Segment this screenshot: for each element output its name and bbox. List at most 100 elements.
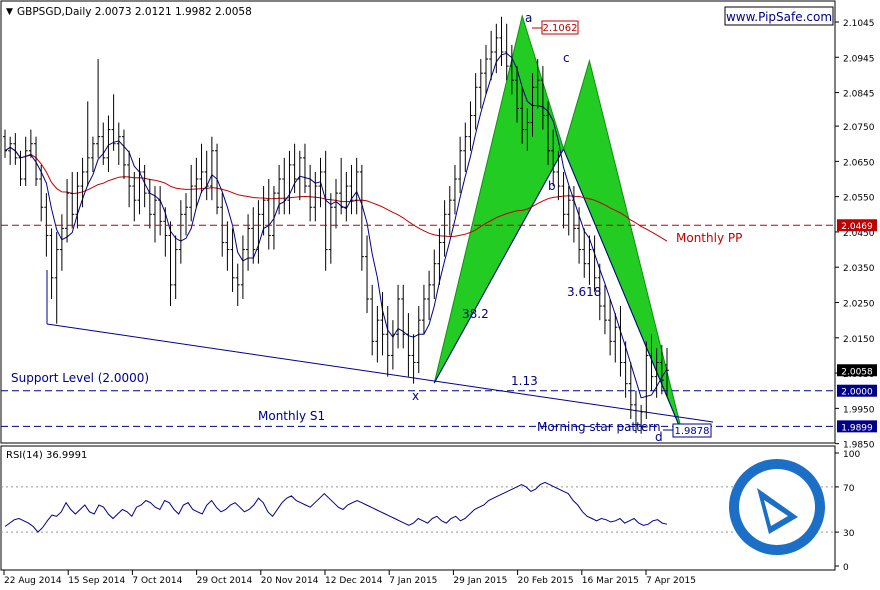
price-bar: [437, 228, 442, 285]
price-bar: [473, 73, 478, 130]
price-bar: [546, 101, 551, 165]
price-bar: [613, 313, 618, 363]
time-tick-label: 7 Jan 2015: [389, 576, 437, 586]
price-bar: [339, 157, 344, 215]
price-bar: [489, 30, 494, 81]
price-bar: [230, 228, 235, 292]
lower-trendline: [46, 323, 714, 423]
ratio-38-2: 38.2: [462, 307, 489, 321]
price-bar: [189, 164, 194, 222]
price-bar: [556, 150, 561, 201]
price-tick-label: 2.0750: [843, 123, 875, 133]
price-bar: [132, 171, 137, 222]
price-bar: [178, 200, 183, 264]
price-bar: [225, 221, 230, 271]
price-bar: [659, 344, 664, 395]
price-bar: [152, 186, 157, 243]
time-tick-label: 29 Jan 2015: [453, 576, 507, 586]
price-bar: [520, 87, 525, 144]
price-bar: [173, 235, 178, 299]
price-tick-label: 2.0945: [843, 54, 875, 64]
price-bar: [261, 186, 266, 236]
price-bar: [266, 179, 271, 250]
price-bar: [618, 306, 623, 377]
level-tag-box: [837, 219, 877, 232]
price-bar: [644, 341, 649, 419]
symbol-header: GBPSGD,Daily 2.0073 2.0121 1.9982 2.0058: [17, 6, 252, 18]
time-tick-label: 16 Mar 2015: [582, 576, 639, 586]
price-bar: [344, 171, 349, 222]
price-bar: [582, 228, 587, 278]
price-bar: [28, 129, 33, 158]
price-bar: [106, 115, 111, 172]
time-axis: 22 Aug 2014 15 Sep 2014 7 Oct 2014 29 Oct 2…: [3, 570, 696, 586]
price-bar: [452, 164, 457, 215]
pattern-line-bd: [563, 148, 683, 434]
level-tag: 2.0469: [841, 222, 873, 232]
price-bar: [535, 59, 540, 109]
price-bar: [665, 348, 669, 398]
price-bar: [308, 164, 313, 222]
time-tick-label: 15 Sep 2014: [68, 576, 125, 586]
current-price-tag-box: [837, 364, 877, 377]
price-bar: [447, 186, 452, 236]
price-tick-label: 2.0350: [843, 264, 875, 274]
level-label-support: Support Level (2.0000): [11, 371, 149, 385]
price-label-d: 1.9878: [675, 426, 710, 437]
price-bar: [499, 16, 504, 67]
price-bar: [194, 157, 199, 208]
price-bar: [390, 320, 395, 370]
price-bar: [80, 157, 85, 208]
price-bar: [380, 291, 385, 356]
level-label-monthly-s1: Monthly S1: [258, 409, 325, 423]
price-bar: [277, 164, 282, 215]
price-bar: [215, 143, 220, 215]
price-bar: [235, 263, 240, 307]
rsi-header: RSI(14) 36.9991: [6, 450, 87, 461]
level-tag: 2.0000: [841, 388, 873, 398]
time-tick-label: 20 Feb 2015: [518, 576, 574, 586]
rsi-tick-label: 0: [843, 563, 849, 573]
price-bar: [432, 249, 437, 299]
price-bar: [209, 136, 214, 201]
price-bar: [509, 44, 514, 95]
price-bar: [184, 193, 189, 236]
price-bars: [3, 16, 669, 434]
rsi-tick-label: 30: [843, 529, 855, 539]
price-bar: [282, 157, 287, 215]
pattern-point-x: x: [412, 389, 419, 403]
price-bar: [561, 171, 566, 229]
price-tick-label: 2.0250: [843, 300, 875, 310]
price-bar: [540, 66, 545, 130]
price-bar: [365, 235, 370, 314]
price-bar: [525, 108, 530, 151]
price-bar: [121, 129, 126, 180]
price-tick-label: 2.0150: [843, 335, 875, 345]
price-tick-label: 2.0650: [843, 158, 875, 168]
price-bar: [608, 298, 613, 356]
rsi-tick-label: 100: [843, 450, 860, 460]
price-tick-label: 2.0450: [843, 229, 875, 239]
price-bar: [65, 179, 70, 243]
price-bar: [137, 157, 142, 215]
price-bar: [251, 207, 256, 264]
price-bar: [39, 164, 44, 222]
price-bar: [328, 193, 333, 264]
price-bar: [359, 164, 364, 271]
price-bar: [416, 306, 421, 374]
price-bar: [116, 122, 121, 165]
rsi-line: [4, 481, 668, 533]
price-bar: [592, 235, 597, 292]
price-bar: [199, 143, 204, 194]
pattern-point-d: d: [655, 430, 663, 444]
price-label-a: 2.1062: [543, 23, 578, 34]
time-tick-label: 20 Nov 2014: [261, 576, 319, 586]
watermark-box[interactable]: [724, 6, 834, 26]
price-bar: [571, 186, 576, 243]
price-bar: [349, 164, 354, 215]
price-bar: [468, 101, 473, 151]
chart-header-arrow[interactable]: ▼: [6, 7, 13, 17]
price-tick-label: 2.0845: [843, 90, 875, 100]
price-bar: [158, 186, 163, 236]
watermark-text[interactable]: www.PipSafe.com: [726, 10, 832, 24]
